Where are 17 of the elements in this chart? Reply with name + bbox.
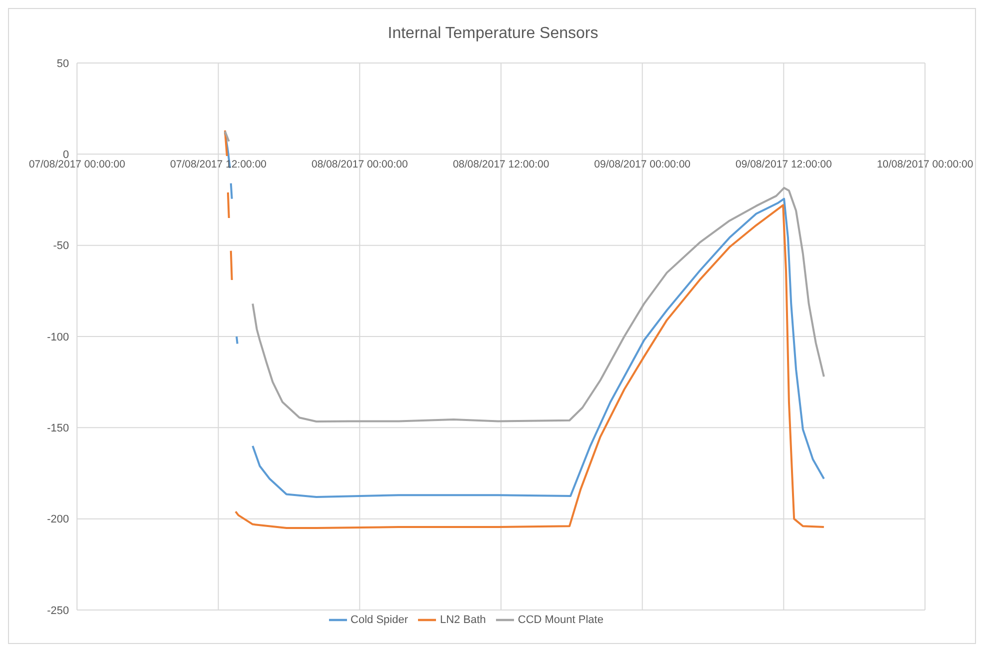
y-tick-label: -200 xyxy=(46,514,69,526)
y-tick-label: 0 xyxy=(62,149,69,162)
y-tick-label: 50 xyxy=(56,58,69,70)
legend-label: CCD Mount Plate xyxy=(518,614,604,626)
x-tick-label: 08/08/2017 00:00:00 xyxy=(311,158,408,170)
x-tick-label: 09/08/2017 12:00:00 xyxy=(735,158,832,170)
x-tick-label: 10/08/2017 00:00:00 xyxy=(876,158,974,170)
y-tick-label: -250 xyxy=(46,604,69,617)
y-tick-label: -150 xyxy=(46,422,69,435)
y-tick-label: -100 xyxy=(46,331,69,344)
y-tick-label: -50 xyxy=(53,240,69,252)
x-tick-label: 07/08/2017 00:00:00 xyxy=(28,158,126,170)
x-tick-label: 08/08/2017 12:00:00 xyxy=(452,158,550,170)
chart-title: Internal Temperature Sensors xyxy=(386,25,600,43)
legend-label: Cold Spider xyxy=(350,614,408,626)
x-tick-label: 09/08/2017 00:00:00 xyxy=(594,158,691,170)
legend-label: LN2 Bath xyxy=(440,614,486,626)
